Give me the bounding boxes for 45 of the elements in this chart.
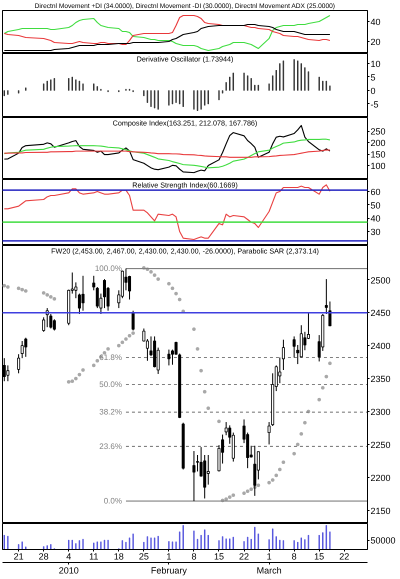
x-tick-label: 15	[214, 552, 224, 562]
x2-tick-label: February	[150, 566, 188, 576]
y-tick-label: 50	[370, 200, 381, 210]
x-tick-label: 28	[38, 552, 49, 562]
y-tick-label: 20	[370, 37, 381, 47]
x2-tick-label: March	[256, 566, 282, 576]
x-tick-label: 18	[114, 552, 124, 562]
y-tick-label: 2450	[370, 308, 391, 318]
y-tick-label: 2350	[370, 374, 391, 384]
y-tick-label: 2300	[370, 407, 391, 418]
y-tick-label: 40	[370, 214, 381, 224]
x-tick-label: 1	[266, 552, 272, 562]
x-tick-label: 22	[339, 552, 350, 562]
y-tick-label: 10	[370, 58, 381, 69]
y-tick-label: 2400	[370, 341, 391, 352]
x-tick-label: 15	[314, 552, 324, 562]
x-tick-label: 8	[191, 552, 196, 562]
y-tick-label: 40	[370, 17, 381, 27]
y-tick-label: 150	[370, 150, 386, 160]
x-tick-label: 1	[166, 552, 172, 562]
y-tick-label: 2150	[370, 506, 391, 516]
x-tick-label: 4	[66, 552, 72, 562]
series-label: 100.0%	[94, 264, 122, 274]
y-tick-label: 30	[370, 227, 381, 237]
y-tick-label: 200	[370, 138, 386, 148]
x2-tick-label: 2010	[58, 566, 79, 576]
y-tick-label: 5	[370, 72, 376, 82]
y-tick-label: -5	[370, 100, 379, 110]
y-tick-label: 2500	[370, 275, 391, 286]
y-tick-label: 2200	[370, 472, 391, 483]
series-label: 38.2%	[99, 408, 122, 417]
x-tick-label: 11	[89, 552, 98, 562]
x-tick-label: 22	[239, 552, 250, 562]
x-tick-label: 25	[138, 552, 149, 562]
y-tick-label: 60	[370, 187, 381, 197]
y-tick-label: 2250	[370, 440, 391, 450]
y-tick-label: 250	[370, 126, 386, 137]
x-tick-label: 21	[14, 552, 24, 562]
series-label: 50.0%	[99, 380, 122, 389]
y-tick-label: 50000	[370, 536, 396, 546]
y-tick-label: 100	[370, 161, 386, 172]
x-tick-label: 8	[292, 552, 297, 562]
series-label: 23.6%	[99, 442, 122, 451]
y-tick-label: 0	[370, 86, 376, 96]
series-label: 0.0%	[104, 496, 122, 506]
